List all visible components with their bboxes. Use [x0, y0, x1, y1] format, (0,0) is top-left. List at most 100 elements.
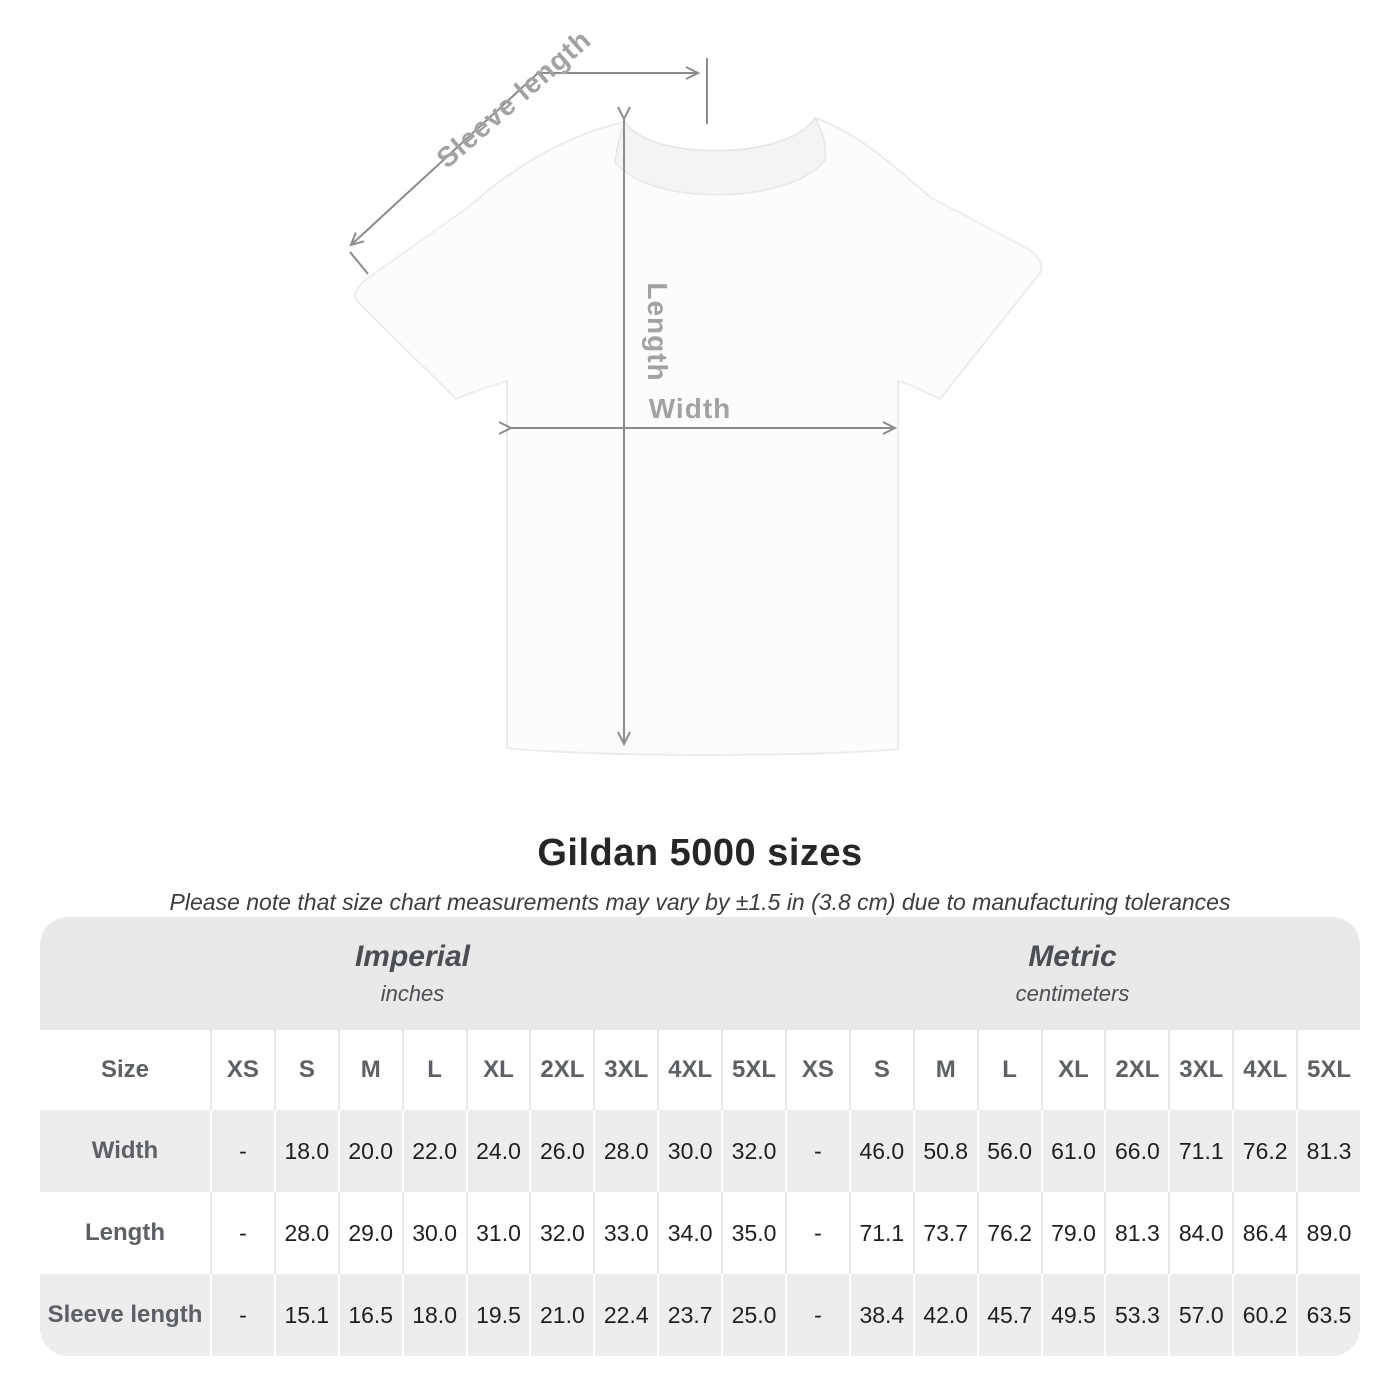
- row-label-sleeve-length: Sleeve length: [47, 1301, 203, 1328]
- table-cell: 53.3: [1104, 1274, 1168, 1356]
- size-header-row: Size XS S M L XL 2XL 3XL 4XL 5XL XS S M …: [40, 1030, 1360, 1110]
- table-cell: 31.0: [465, 1192, 530, 1274]
- size-col-metric-3xl: 3XL: [1168, 1030, 1232, 1110]
- table-cell: 26.0: [529, 1110, 593, 1192]
- size-col-metric-4xl: 4XL: [1232, 1030, 1296, 1110]
- size-col-metric-xl: XL: [1040, 1030, 1105, 1110]
- table-cell: 32.0: [529, 1192, 593, 1274]
- table-cell: 61.0: [1040, 1110, 1105, 1192]
- size-table: Imperial inches Metric centimeters Size …: [40, 917, 1360, 1356]
- table-cell: 34.0: [657, 1192, 721, 1274]
- table-cell: 76.2: [1232, 1110, 1296, 1192]
- table-cell: -: [785, 1192, 849, 1274]
- table-cell: 28.0: [273, 1192, 338, 1274]
- table-cell: 32.0: [721, 1110, 785, 1192]
- table-row-length: Length - 28.0 29.0 30.0 31.0 32.0 33.0 3…: [40, 1192, 1360, 1274]
- table-cell: -: [210, 1110, 274, 1192]
- table-cell: 35.0: [721, 1192, 785, 1274]
- table-cell: 18.0: [401, 1274, 466, 1356]
- size-col-imperial-5xl: 5XL: [721, 1030, 785, 1110]
- table-cell: 57.0: [1168, 1274, 1232, 1356]
- size-col-metric-l: L: [976, 1030, 1041, 1110]
- imperial-header: Imperial inches: [40, 917, 785, 1030]
- size-col-metric-s: S: [848, 1030, 913, 1110]
- tshirt-diagram-svg: Sleeve length Length Width: [349, 24, 1043, 756]
- tshirt-measurement-diagram: Sleeve length Length Width: [349, 24, 1043, 756]
- table-cell: 46.0: [848, 1110, 913, 1192]
- sleeve-end-tick: [349, 251, 369, 275]
- imperial-title: Imperial: [354, 940, 471, 973]
- table-cell: 50.8: [912, 1110, 977, 1192]
- table-cell: 18.0: [273, 1110, 338, 1192]
- size-col-metric-xs: XS: [785, 1030, 849, 1110]
- table-cell: 25.0: [721, 1274, 785, 1356]
- table-cell: -: [210, 1192, 274, 1274]
- size-col-metric-5xl: 5XL: [1296, 1030, 1360, 1110]
- table-row-width: Width - 18.0 20.0 22.0 24.0 26.0 28.0 30…: [40, 1110, 1360, 1192]
- table-cell: 42.0: [912, 1274, 977, 1356]
- size-header-label: Size: [100, 1056, 150, 1083]
- page-subtitle: Please note that size chart measurements…: [169, 889, 1231, 915]
- table-cell: 66.0: [1104, 1110, 1168, 1192]
- tshirt-body: [354, 116, 1043, 756]
- table-cell: 29.0: [337, 1192, 402, 1274]
- table-cell: 60.2: [1232, 1274, 1296, 1356]
- table-cell: 33.0: [593, 1192, 657, 1274]
- table-cell: 49.5: [1040, 1274, 1105, 1356]
- table-cell: 23.7: [657, 1274, 721, 1356]
- size-col-imperial-xs: XS: [210, 1030, 274, 1110]
- tshirt-image: [354, 116, 1043, 756]
- table-cell: 30.0: [657, 1110, 721, 1192]
- table-cell: 21.0: [529, 1274, 593, 1356]
- title-block: Gildan 5000 sizes Please note that size …: [0, 832, 1400, 916]
- unit-system-band: Imperial inches Metric centimeters: [40, 917, 1360, 1030]
- tshirt-shoulder-seams: [367, 196, 1031, 279]
- table-cell: 38.4: [848, 1274, 913, 1356]
- table-cell: 56.0: [976, 1110, 1041, 1192]
- table-cell: 81.3: [1104, 1192, 1168, 1274]
- table-cell: 15.1: [273, 1274, 338, 1356]
- width-label: Width: [649, 393, 732, 424]
- table-cell: 79.0: [1040, 1192, 1105, 1274]
- size-col-imperial-2xl: 2XL: [529, 1030, 593, 1110]
- table-cell: 22.4: [593, 1274, 657, 1356]
- table-cell: 89.0: [1296, 1192, 1360, 1274]
- table-cell: 22.0: [401, 1110, 466, 1192]
- table-cell: -: [785, 1274, 849, 1356]
- metric-header: Metric centimeters: [785, 917, 1360, 1030]
- sleeve-length-arrow: [349, 72, 539, 247]
- size-col-imperial-xl: XL: [465, 1030, 530, 1110]
- imperial-unit: inches: [380, 981, 445, 1006]
- metric-title: Metric: [1028, 940, 1117, 973]
- size-col-imperial-m: M: [337, 1030, 402, 1110]
- length-label: Length: [642, 282, 673, 381]
- size-col-metric-2xl: 2XL: [1104, 1030, 1168, 1110]
- table-cell: 73.7: [912, 1192, 977, 1274]
- row-label-length: Length: [85, 1219, 165, 1246]
- size-col-imperial-4xl: 4XL: [657, 1030, 721, 1110]
- table-cell: 19.5: [465, 1274, 530, 1356]
- table-cell: 71.1: [1168, 1110, 1232, 1192]
- table-row-sleeve-length: Sleeve length - 15.1 16.5 18.0 19.5 21.0…: [40, 1274, 1360, 1356]
- table-cell: 30.0: [401, 1192, 466, 1274]
- size-col-imperial-s: S: [273, 1030, 338, 1110]
- row-label-width: Width: [91, 1137, 159, 1164]
- table-cell: -: [785, 1110, 849, 1192]
- table-cell: 81.3: [1296, 1110, 1360, 1192]
- table-cell: 84.0: [1168, 1192, 1232, 1274]
- table-cell: 24.0: [465, 1110, 530, 1192]
- table-cell: 20.0: [337, 1110, 402, 1192]
- table-cell: 76.2: [976, 1192, 1041, 1274]
- table-cell: 63.5: [1296, 1274, 1360, 1356]
- table-cell: 16.5: [337, 1274, 402, 1356]
- page-title: Gildan 5000 sizes: [537, 832, 863, 874]
- table-cell: 71.1: [848, 1192, 913, 1274]
- tshirt-collar-seam: [614, 159, 826, 196]
- table-cell: 45.7: [976, 1274, 1041, 1356]
- size-col-metric-m: M: [912, 1030, 977, 1110]
- size-col-imperial-3xl: 3XL: [593, 1030, 657, 1110]
- table-cell: -: [210, 1274, 274, 1356]
- tshirt-underarm-seams: [455, 380, 941, 400]
- metric-unit: centimeters: [1015, 981, 1130, 1006]
- size-col-imperial-l: L: [401, 1030, 466, 1110]
